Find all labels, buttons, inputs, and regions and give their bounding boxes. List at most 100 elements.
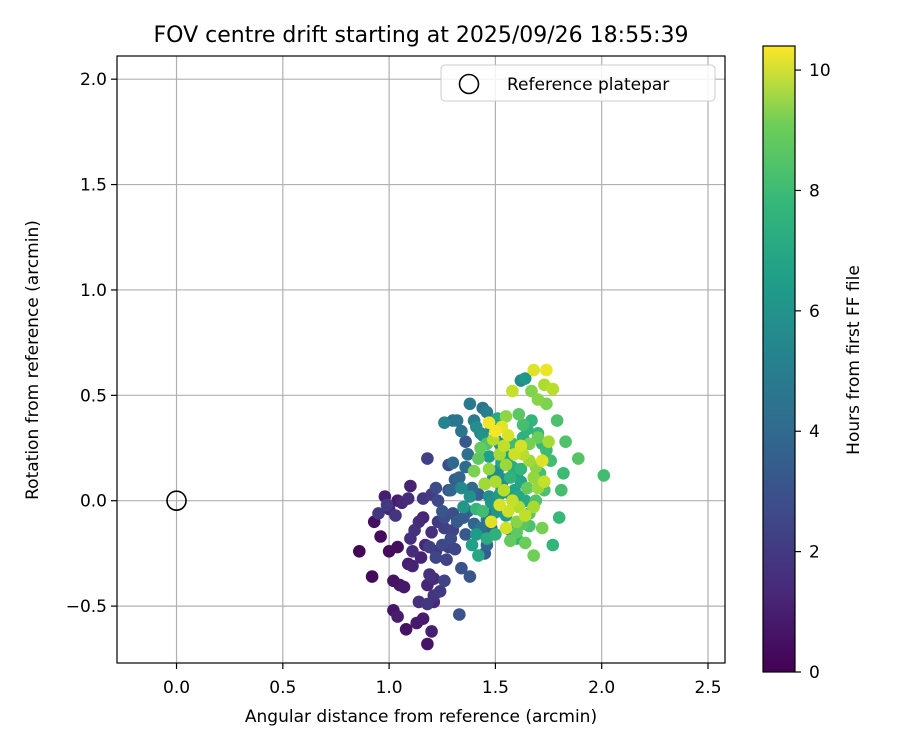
colorbar-label: Hours from first FF file — [844, 265, 864, 455]
reference-marker — [166, 490, 187, 512]
data-point — [540, 363, 553, 377]
plot-frame — [116, 55, 726, 664]
data-point — [514, 439, 528, 453]
colorbar-tick-label: 6 — [809, 302, 820, 322]
colorbar-tick-label: 10 — [809, 61, 831, 81]
data-point — [474, 441, 487, 455]
data-point — [518, 536, 532, 550]
data-point — [455, 561, 468, 575]
colorbar-tick-label: 2 — [809, 543, 820, 563]
data-point — [463, 570, 477, 583]
data-points — [353, 363, 611, 651]
data-point — [399, 623, 413, 636]
data-point — [527, 471, 540, 484]
data-point — [476, 505, 490, 518]
colorbar: 0 2 4 6 8 10 Hours from first FF file — [762, 45, 864, 683]
data-point — [421, 597, 434, 611]
data-point — [499, 410, 513, 423]
data-point — [404, 479, 417, 493]
legend-box — [440, 64, 716, 102]
data-point — [374, 530, 387, 543]
data-point — [463, 490, 477, 503]
data-point — [506, 384, 519, 398]
data-point — [444, 483, 458, 497]
data-point — [557, 467, 570, 480]
reference-point-marker — [166, 490, 187, 512]
x-tick-label: 2.5 — [694, 678, 721, 698]
legend-marker-icon — [458, 73, 480, 95]
data-point — [440, 553, 453, 566]
data-point — [461, 448, 475, 461]
data-point — [391, 610, 404, 623]
data-point — [463, 397, 477, 411]
data-point — [527, 363, 540, 377]
data-point — [372, 507, 385, 520]
data-point — [538, 475, 551, 489]
data-point — [389, 509, 402, 522]
data-point — [436, 505, 449, 518]
data-point — [514, 462, 528, 476]
colorbar-ticks: 0 2 4 6 8 10 — [795, 61, 831, 683]
data-point — [406, 545, 419, 558]
data-point — [482, 462, 496, 476]
data-point — [518, 372, 532, 385]
data-point — [425, 625, 438, 638]
data-point — [472, 452, 485, 465]
data-point — [546, 538, 560, 552]
data-point — [521, 481, 534, 495]
data-point — [516, 418, 530, 432]
data-point — [489, 528, 502, 541]
data-point — [459, 528, 472, 541]
data-point — [421, 452, 434, 465]
data-point — [527, 549, 540, 562]
colorbar-tick-label: 8 — [809, 181, 820, 201]
data-point — [453, 471, 466, 484]
data-point — [493, 498, 507, 512]
data-point — [406, 559, 419, 573]
data-point — [457, 500, 470, 514]
data-point — [499, 458, 513, 472]
data-point — [353, 545, 366, 558]
data-point — [450, 414, 464, 427]
data-point — [416, 612, 430, 625]
data-point — [499, 521, 513, 535]
y-tick-label: 0.0 — [80, 492, 107, 512]
data-point — [489, 475, 502, 489]
grid-lines — [117, 56, 725, 663]
data-point — [559, 435, 572, 449]
x-axis-ticks: 0.0 0.5 1.0 1.5 2.0 2.5 — [163, 663, 722, 698]
data-point — [484, 515, 498, 529]
data-point — [512, 408, 526, 421]
colorbar-tick-label: 0 — [809, 663, 820, 683]
data-point — [455, 481, 468, 495]
data-point — [425, 526, 438, 539]
data-point — [429, 481, 443, 495]
y-axis-ticks: −0.5 0.0 0.5 1.0 1.5 2.0 — [66, 70, 117, 617]
data-point — [472, 549, 485, 562]
data-point — [465, 538, 479, 552]
y-tick-label: 0.5 — [80, 386, 107, 406]
data-point — [438, 574, 451, 588]
data-point — [421, 637, 434, 651]
data-point — [535, 454, 549, 468]
y-axis-label: Rotation from reference (arcmin) — [23, 220, 43, 500]
data-point — [423, 568, 436, 581]
data-point — [380, 498, 394, 512]
data-point — [572, 452, 585, 465]
data-point — [444, 532, 458, 545]
data-point — [438, 416, 451, 430]
data-point — [489, 424, 502, 438]
data-point — [448, 542, 462, 556]
data-point — [446, 456, 460, 470]
x-tick-label: 1.5 — [482, 678, 509, 698]
data-point — [433, 585, 447, 598]
data-point — [459, 435, 472, 449]
data-point — [597, 469, 611, 482]
x-tick-label: 1.0 — [376, 678, 403, 698]
legend: Reference platepar — [440, 64, 716, 102]
data-point — [555, 483, 568, 497]
data-point — [455, 424, 468, 438]
chart-title: FOV centre drift starting at 2025/09/26 … — [154, 23, 689, 48]
